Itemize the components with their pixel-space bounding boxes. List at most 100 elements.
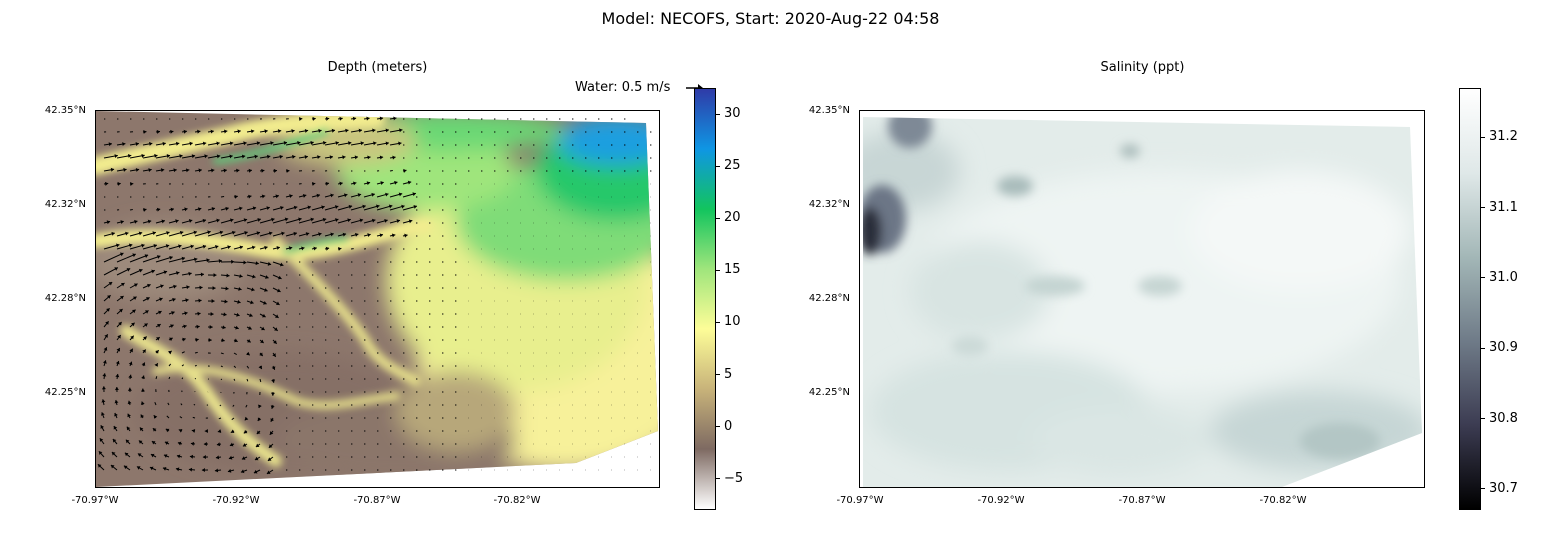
current-vector-head (312, 116, 316, 121)
current-vector-head (412, 192, 416, 197)
current-vector-head (103, 347, 108, 351)
current-vector-head (184, 311, 188, 316)
current-vector (155, 376, 158, 380)
current-vector-head (244, 416, 249, 421)
current-vector-head (117, 181, 121, 186)
current-vector-head (215, 455, 220, 460)
current-vector-head (193, 230, 197, 235)
current-vector-head (216, 218, 220, 223)
current-vector-head (185, 298, 189, 303)
current-vector (166, 415, 170, 419)
current-vector-head (224, 129, 228, 134)
current-vector (179, 416, 183, 419)
current-vector-head (106, 220, 111, 225)
current-vector-head (123, 167, 127, 172)
current-vector-head (404, 233, 408, 238)
current-vector-head (273, 168, 277, 173)
current-vector-head (141, 362, 146, 367)
current-vector-head (269, 431, 274, 435)
current-vector (167, 402, 170, 406)
current-vector-head (164, 441, 169, 446)
salinity-lon-tick: -70.87°W (1118, 495, 1166, 506)
current-vector (233, 352, 237, 356)
salinity-lat-tick: 42.35°N (808, 105, 850, 116)
current-vector-head (322, 217, 327, 222)
current-vector-head (204, 429, 208, 434)
current-vector-head (199, 285, 203, 290)
current-vector-head (107, 295, 111, 299)
current-vector-head (116, 243, 120, 248)
current-vector-head (241, 456, 246, 460)
current-vector-head (119, 252, 124, 257)
current-vector-head (348, 141, 352, 146)
current-vector-head (276, 246, 280, 250)
current-vector-head (242, 443, 247, 447)
current-vector-head (388, 204, 393, 209)
current-vector (194, 351, 198, 354)
current-vector-head (182, 337, 186, 342)
current-vector-head (142, 349, 146, 354)
current-vector-head (229, 154, 233, 159)
current-vector-head (132, 296, 137, 301)
current-vector-head (253, 469, 258, 474)
current-vector-head (246, 351, 250, 356)
current-vector-head (277, 275, 282, 280)
current-vector (233, 365, 237, 368)
current-vector-head (354, 232, 359, 237)
current-vector-head (252, 206, 257, 211)
current-vector-head (371, 218, 376, 223)
current-vector-head (201, 468, 205, 473)
current-vector (246, 365, 250, 369)
current-vector-head (366, 181, 371, 186)
current-vector-head (160, 284, 164, 289)
current-vector-head (186, 285, 190, 290)
current-vector (181, 377, 184, 380)
current-vector-head (127, 400, 132, 405)
current-vector-head (208, 338, 212, 343)
salinity-map-frame[interactable] (859, 110, 1425, 488)
current-vector-head (343, 193, 348, 198)
colorbar-tick-label: −5 (724, 470, 744, 486)
current-vector-head (330, 232, 334, 237)
current-vector-head (321, 205, 325, 210)
current-vector-head (214, 468, 219, 473)
salinity-lon-tick: -70.92°W (977, 495, 1025, 506)
current-vector-head (325, 181, 329, 186)
current-vector-head (338, 246, 342, 251)
current-vector-head (156, 255, 161, 259)
current-vector-head (189, 454, 194, 459)
current-vector (194, 377, 197, 380)
current-vector-head (401, 204, 405, 209)
current-vector-head (236, 312, 240, 317)
current-vector-head (112, 438, 117, 443)
colorbar-tick-mark (716, 321, 720, 323)
current-vector-head (271, 366, 276, 370)
current-vector-head (385, 128, 389, 133)
current-vector-head (136, 466, 141, 470)
current-vector (259, 378, 262, 383)
current-vector-head (235, 325, 239, 330)
current-vector-head (248, 326, 252, 330)
current-vector-head (114, 399, 119, 404)
current-vector-head (120, 220, 124, 224)
current-vector-head (166, 154, 171, 158)
current-vector-head (380, 181, 384, 185)
current-vector-head (105, 321, 109, 325)
current-vector-head (175, 467, 180, 472)
current-vector-head (110, 167, 115, 172)
depth-map-frame[interactable] (95, 110, 660, 488)
current-vector-head (102, 360, 107, 364)
depth-map (96, 111, 659, 487)
current-vector-head (191, 154, 196, 159)
current-vector-head (183, 129, 187, 134)
current-vector (129, 209, 133, 211)
current-vector-head (359, 218, 364, 223)
current-vector-head (170, 129, 174, 134)
current-vector-head (265, 275, 269, 279)
current-vector-head (138, 231, 143, 236)
current-vector-head (271, 217, 275, 222)
current-vector-head (234, 338, 238, 343)
current-vector-head (223, 312, 227, 317)
current-vector-head (225, 286, 229, 291)
current-vector-head (143, 129, 147, 134)
